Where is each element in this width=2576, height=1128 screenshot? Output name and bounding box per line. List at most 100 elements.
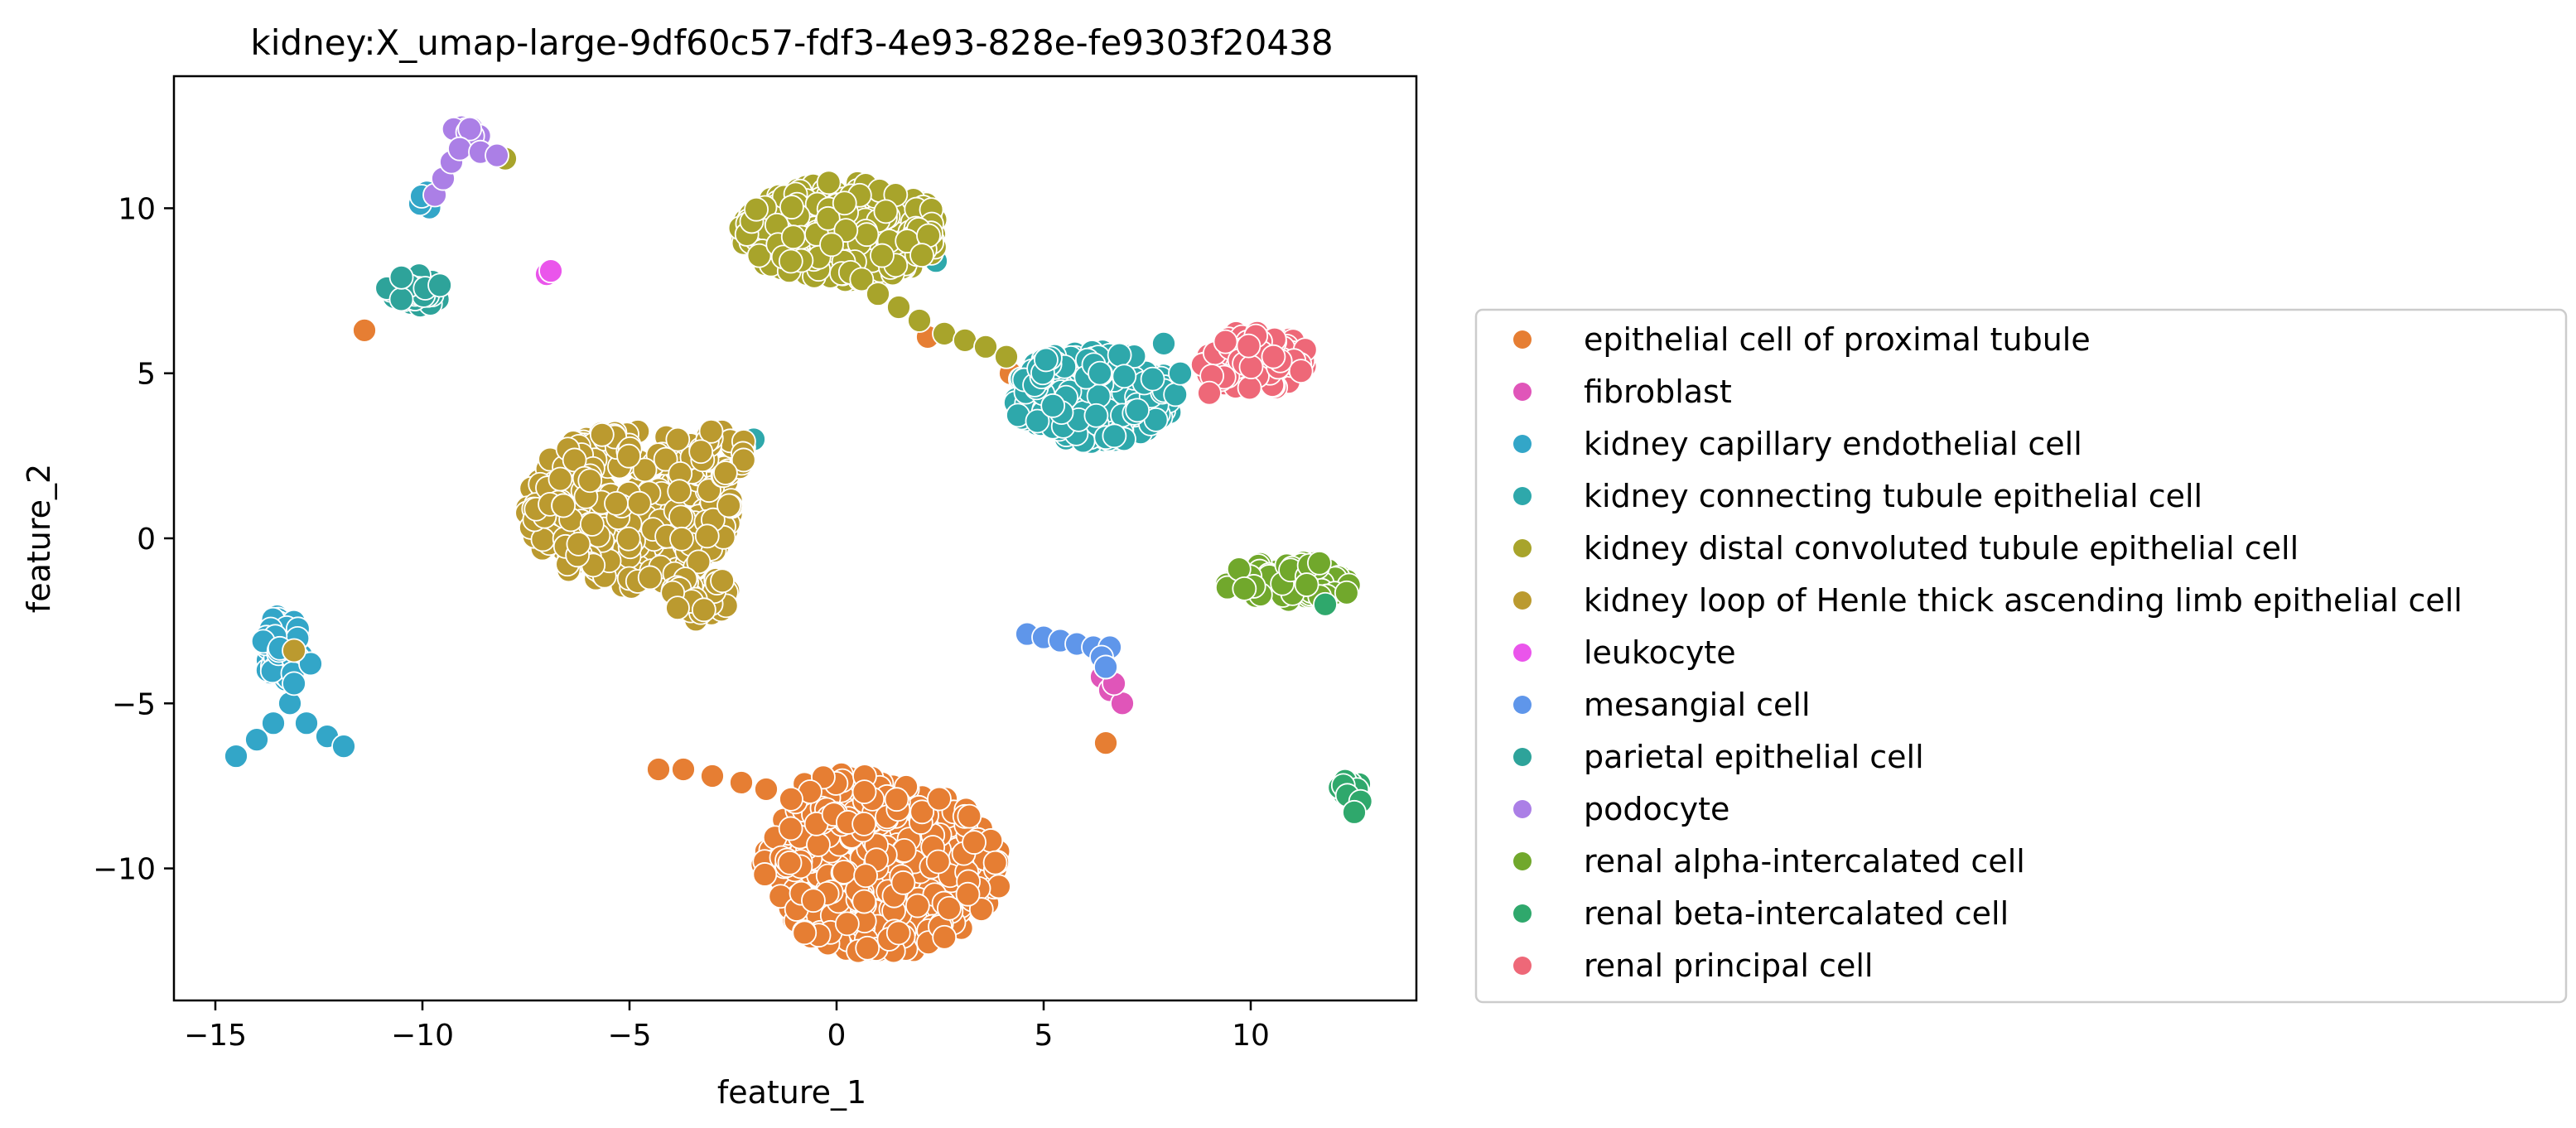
legend-label: leukocyte [1584,634,1736,671]
legend-marker [1513,696,1532,714]
data-point [626,490,652,516]
data-point [909,243,934,268]
chart-title: kidney:X_umap-large-9df60c57-fdf3-4e93-8… [250,22,1333,63]
data-point [485,142,509,168]
data-point [831,860,856,885]
legend-marker [1513,748,1532,766]
data-point [700,764,725,788]
data-point [331,734,356,759]
data-point [646,757,671,782]
data-point [778,248,803,274]
data-point [632,457,658,483]
data-point [853,863,879,889]
data-point [777,850,803,875]
legend-marker [1513,487,1532,505]
data-point [1151,330,1176,356]
legend-label: kidney loop of Henle thick ascending lim… [1584,582,2463,619]
data-point [1288,359,1314,383]
x-tick-label: 10 [1232,1019,1270,1053]
plot-area [224,114,1373,964]
data-point [885,920,911,946]
series-7 [1015,621,1122,680]
data-point [925,849,951,875]
legend: epithelial cell of proximal tubule fibrob… [1474,308,2568,1004]
data-point [694,523,720,549]
x-axis-label: feature_1 [717,1074,866,1111]
data-point [244,727,269,753]
data-point [1294,572,1319,597]
x-tick-label: 5 [1035,1019,1054,1053]
data-point [224,744,248,769]
data-point [973,334,998,359]
legend-marker [1513,383,1532,401]
data-point [778,816,803,841]
data-point [1093,654,1118,680]
data-point [1040,393,1066,418]
data-point [1197,380,1222,406]
data-point [669,526,694,552]
data-point [792,920,818,946]
data-point [779,786,803,812]
data-point [566,531,591,557]
legend-marker [1513,800,1532,818]
legend-label: podocyte [1584,791,1729,827]
data-point [936,895,962,921]
data-point [1334,580,1359,605]
data-point [866,282,890,306]
data-point [637,565,663,591]
data-point [955,881,981,907]
data-point [589,422,615,447]
legend-marker [1513,852,1532,870]
data-point [294,711,319,736]
data-point [447,136,472,161]
data-point [994,344,1019,369]
data-point [551,493,576,518]
legend-label: fibroblast [1584,374,1732,410]
data-point [1261,344,1286,369]
data-point [577,468,603,494]
data-point [665,595,690,621]
data-point [427,272,452,298]
legend-label: epithelial cell of proximal tubule [1584,321,2091,358]
data-point [388,264,414,290]
data-point [752,862,778,887]
data-point [713,460,738,485]
data-point [909,799,935,825]
series-5 [282,418,756,663]
data-point [932,321,957,346]
data-point [729,770,754,795]
data-point [819,232,844,258]
data-point [953,327,977,353]
legend-marker [1513,435,1532,453]
data-point [1232,576,1257,601]
data-point [907,308,932,333]
legend-label: parietal epithelial cell [1584,739,1924,775]
data-point [352,317,377,343]
data-point [884,787,909,812]
data-point [1168,360,1193,386]
series-12 [1189,320,1318,406]
data-point [1112,364,1137,389]
data-point [388,287,414,312]
data-point [691,597,716,623]
data-point [932,924,958,950]
data-point [806,832,831,857]
data-point [298,651,323,677]
series-8 [374,263,452,318]
series-2 [224,180,442,769]
data-point [851,811,877,836]
data-point [1163,382,1189,407]
data-point [754,777,779,802]
data-point [1102,423,1127,449]
data-point [851,889,877,914]
data-point [1313,591,1338,617]
data-point [1125,398,1151,423]
data-point [710,568,735,594]
x-axis: −15 −10 −5 0 5 10 [184,1000,1270,1053]
series-4 [493,146,1019,369]
series-11 [1313,591,1373,825]
data-point [1237,375,1262,401]
legend-marker [1513,539,1532,557]
data-point [277,691,302,716]
legend-marker [1513,591,1532,610]
